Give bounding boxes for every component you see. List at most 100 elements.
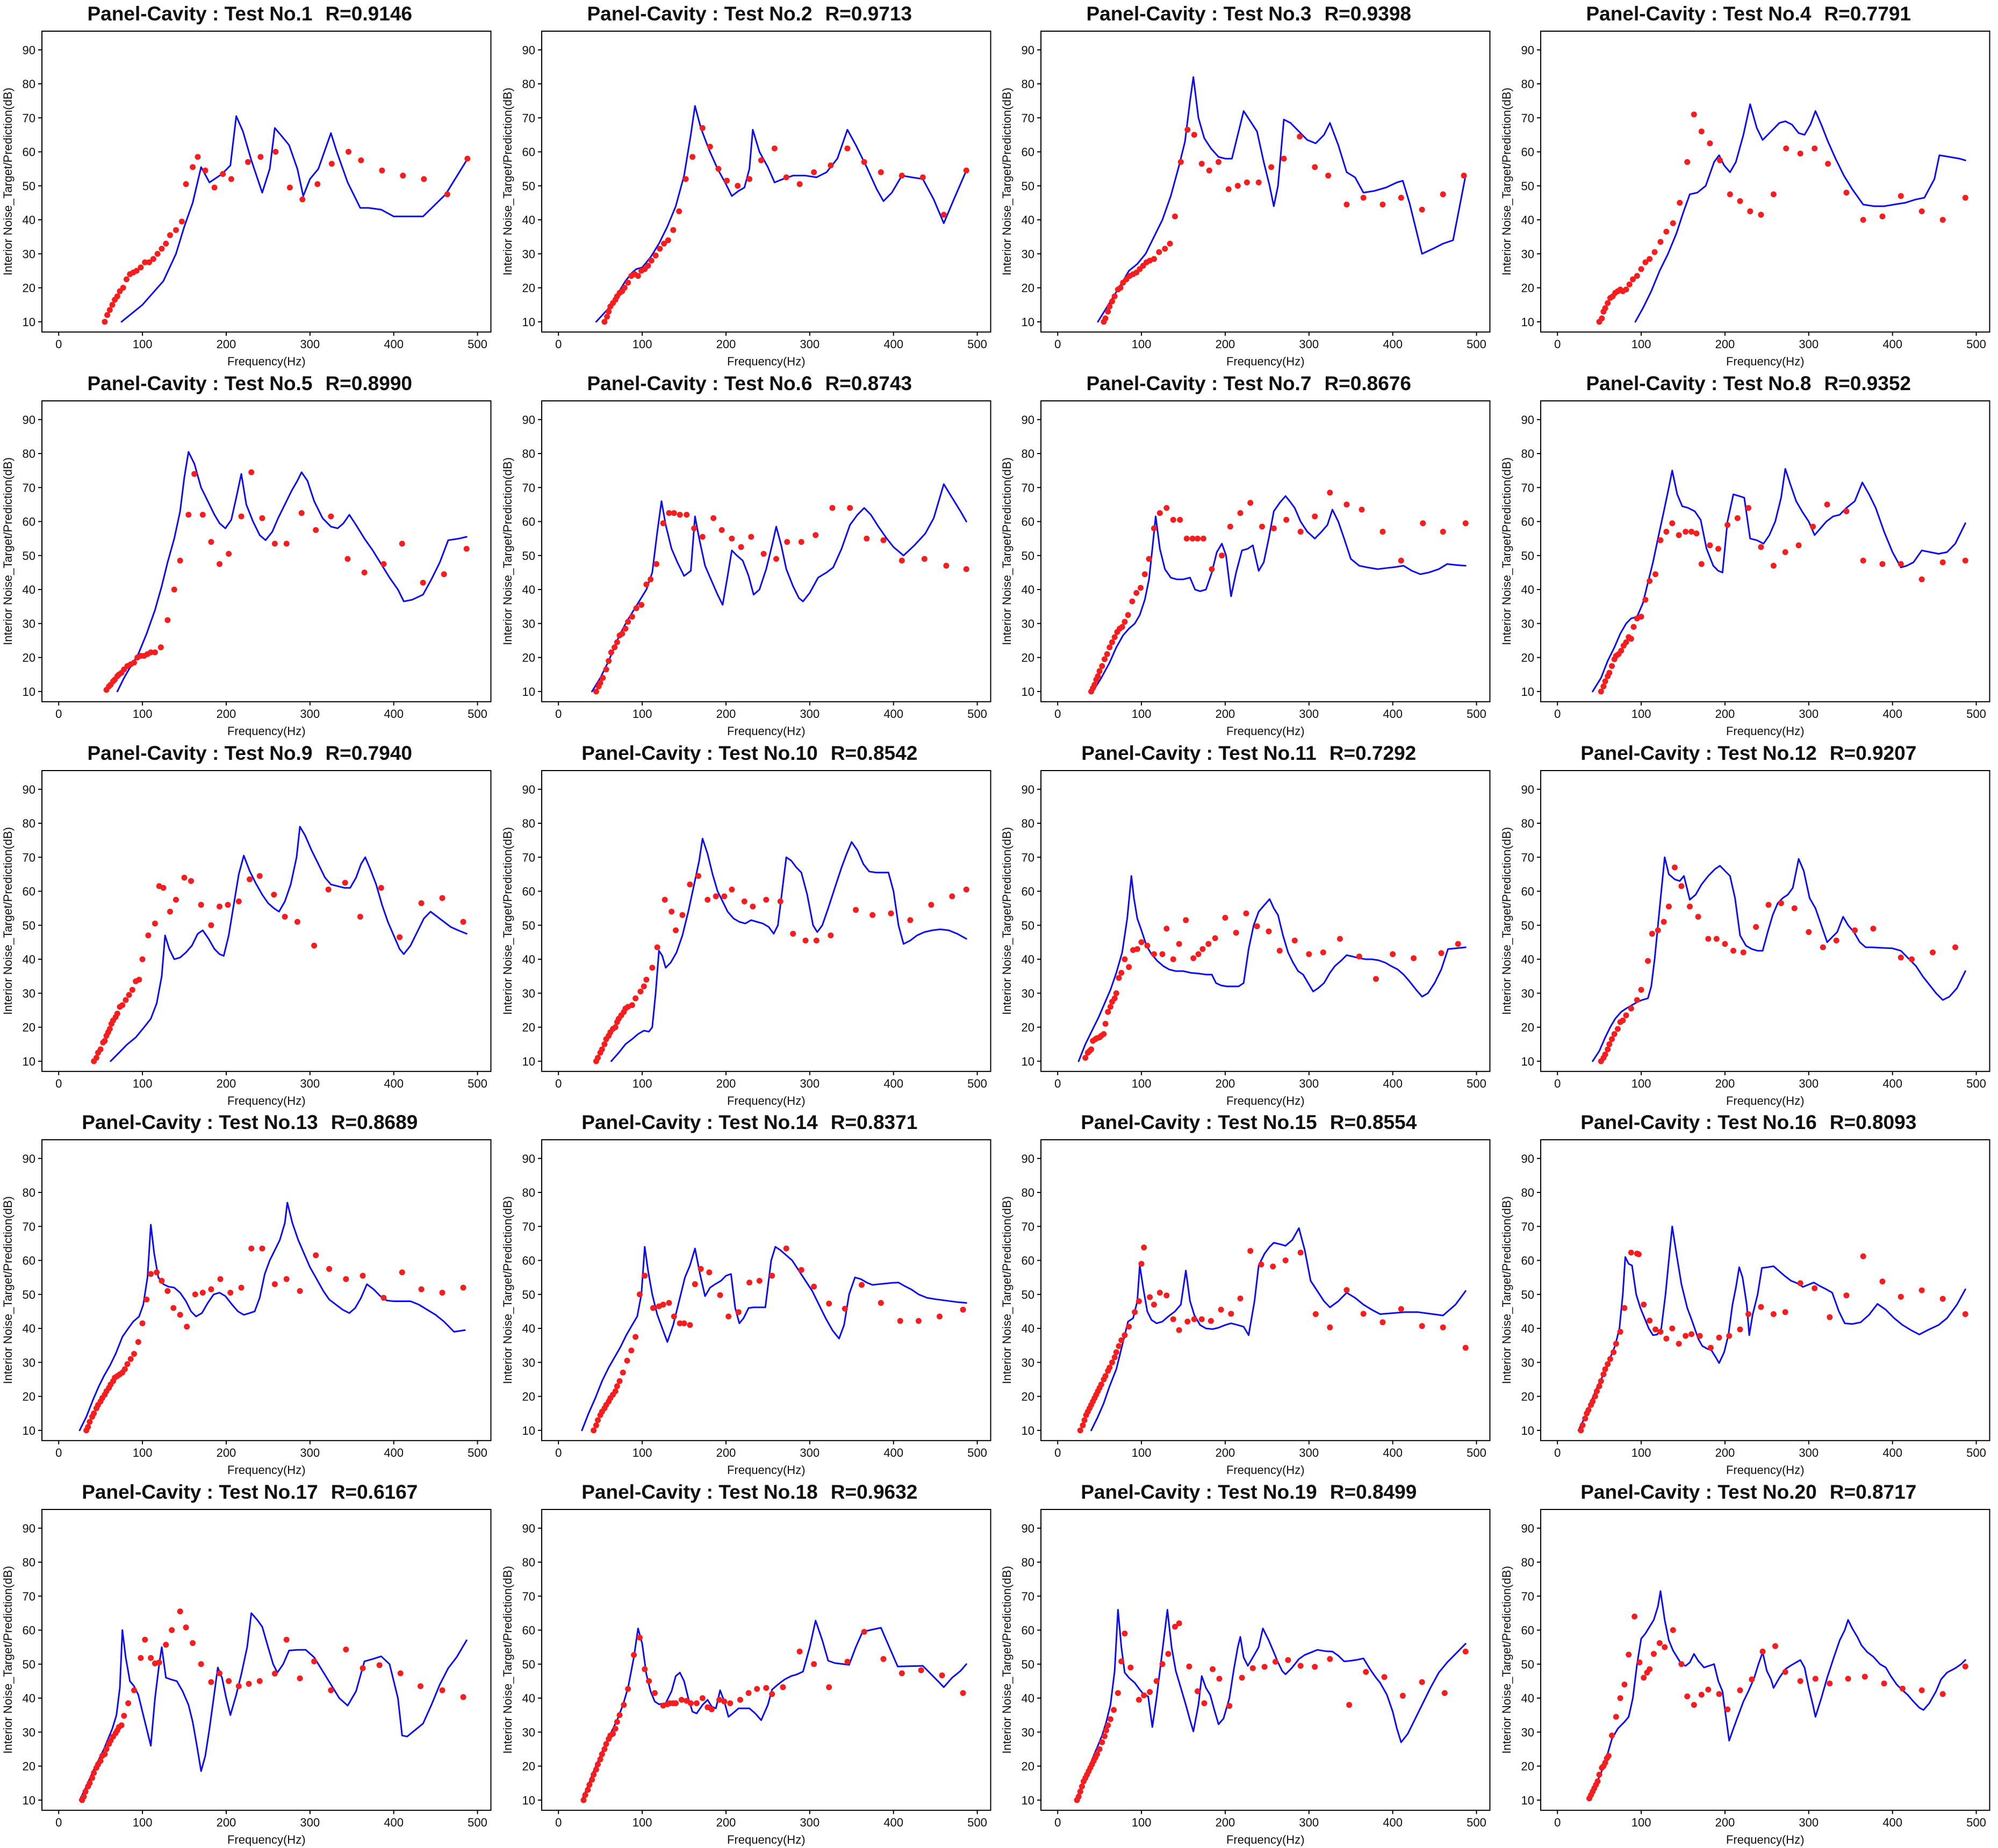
y-tick-label: 90 (23, 1152, 35, 1166)
y-tick-label: 70 (1521, 1590, 1534, 1603)
y-tick-label: 30 (522, 1356, 535, 1370)
target-point (1141, 571, 1148, 577)
target-point (1688, 1331, 1694, 1338)
target-point (1165, 1651, 1172, 1657)
target-point (1151, 256, 1157, 262)
target-points (601, 125, 969, 325)
target-point (1579, 1422, 1585, 1429)
target-point (1716, 1691, 1722, 1698)
target-point (1706, 140, 1713, 147)
chart-svg-test-8: Panel-Cavity : Test No.8 R=0.9352 0 100 200 3… (1500, 372, 1990, 738)
target-point (138, 1655, 144, 1662)
target-point (328, 161, 335, 167)
x-tick-label: 400 (1882, 1816, 1902, 1829)
target-point (190, 1640, 196, 1646)
target-points (593, 873, 969, 1064)
target-point (1707, 1345, 1714, 1351)
target-point (846, 505, 853, 511)
target-point (624, 1358, 630, 1364)
y-tick-label: 70 (1022, 1220, 1034, 1234)
target-point (1596, 1383, 1602, 1390)
target-point (146, 259, 153, 265)
target-point (1724, 522, 1730, 528)
target-point (603, 666, 609, 673)
target-point (1693, 530, 1700, 537)
target-point (1811, 1285, 1817, 1292)
target-point (1343, 1287, 1350, 1293)
target-point (1104, 651, 1110, 657)
x-tick-label: 200 (1216, 1076, 1235, 1090)
target-point (1716, 157, 1723, 163)
target-point (612, 1388, 619, 1394)
y-tick-label: 10 (1521, 1054, 1534, 1068)
target-point (1594, 1778, 1601, 1785)
target-point (1099, 663, 1105, 669)
x-tick-label: 100 (1132, 707, 1152, 721)
target-point (1390, 951, 1396, 957)
plot-area (41, 1139, 492, 1442)
target-point (656, 246, 663, 252)
target-point (1249, 1665, 1256, 1672)
target-point (1118, 969, 1125, 976)
x-tick-label: 300 (1299, 337, 1319, 351)
target-point (1327, 1325, 1333, 1331)
target-point (1122, 619, 1128, 625)
target-point (612, 1024, 619, 1030)
y-tick-label: 60 (1022, 1254, 1034, 1268)
target-point (142, 259, 148, 265)
target-point (199, 512, 206, 518)
prediction-line (1591, 468, 1966, 693)
target-point (129, 987, 135, 993)
target-point (1656, 1640, 1663, 1646)
target-point (1091, 681, 1098, 688)
target-point (360, 1272, 366, 1279)
target-point (686, 881, 693, 888)
target-point (418, 1683, 424, 1689)
target-point (1191, 1316, 1197, 1322)
target-point (1282, 1257, 1289, 1264)
target-point (1604, 1361, 1611, 1368)
target-point (1126, 1324, 1132, 1330)
prediction-line (580, 1246, 967, 1432)
target-point (202, 167, 209, 174)
target-point (1682, 528, 1688, 535)
target-points (580, 1629, 966, 1803)
target-point (1297, 1249, 1304, 1256)
target-point (185, 512, 192, 518)
target-point (1765, 901, 1771, 908)
target-point (614, 1719, 620, 1725)
target-point (225, 901, 231, 908)
target-point (810, 169, 817, 176)
y-tick-label: 10 (1022, 685, 1034, 699)
y-tick-label: 40 (522, 583, 535, 596)
target-point (163, 240, 169, 247)
target-point (921, 556, 928, 562)
target-point (1172, 1623, 1178, 1630)
y-tick-label: 90 (1521, 1522, 1534, 1535)
target-point (271, 1671, 278, 1677)
target-point (342, 879, 348, 886)
target-point (586, 1782, 592, 1788)
target-point (660, 240, 667, 247)
plot-area (541, 30, 991, 333)
target-point (1228, 1311, 1234, 1317)
target-point (297, 1676, 303, 1682)
x-tick-label: 200 (716, 337, 736, 351)
target-point (1962, 557, 1968, 564)
target-point (1320, 949, 1326, 955)
target-point (379, 167, 385, 174)
x-tick-label: 200 (716, 707, 736, 721)
target-point (1671, 864, 1678, 871)
chart-cell-test-13: Panel-Cavity : Test No.13 R=0.8689 0 100 200… (0, 1109, 500, 1479)
x-tick-label: 500 (1467, 1816, 1486, 1829)
x-tick-label: 300 (300, 337, 320, 351)
y-axis-label: Interior Noise_Target/Prediction(dB) (1, 1197, 15, 1385)
target-point (463, 545, 470, 552)
target-point (164, 1288, 171, 1295)
target-point (861, 159, 867, 166)
target-point (737, 1696, 743, 1703)
target-point (1613, 1341, 1619, 1347)
target-points (102, 149, 471, 325)
target-point (143, 1297, 150, 1303)
target-point (738, 544, 744, 550)
